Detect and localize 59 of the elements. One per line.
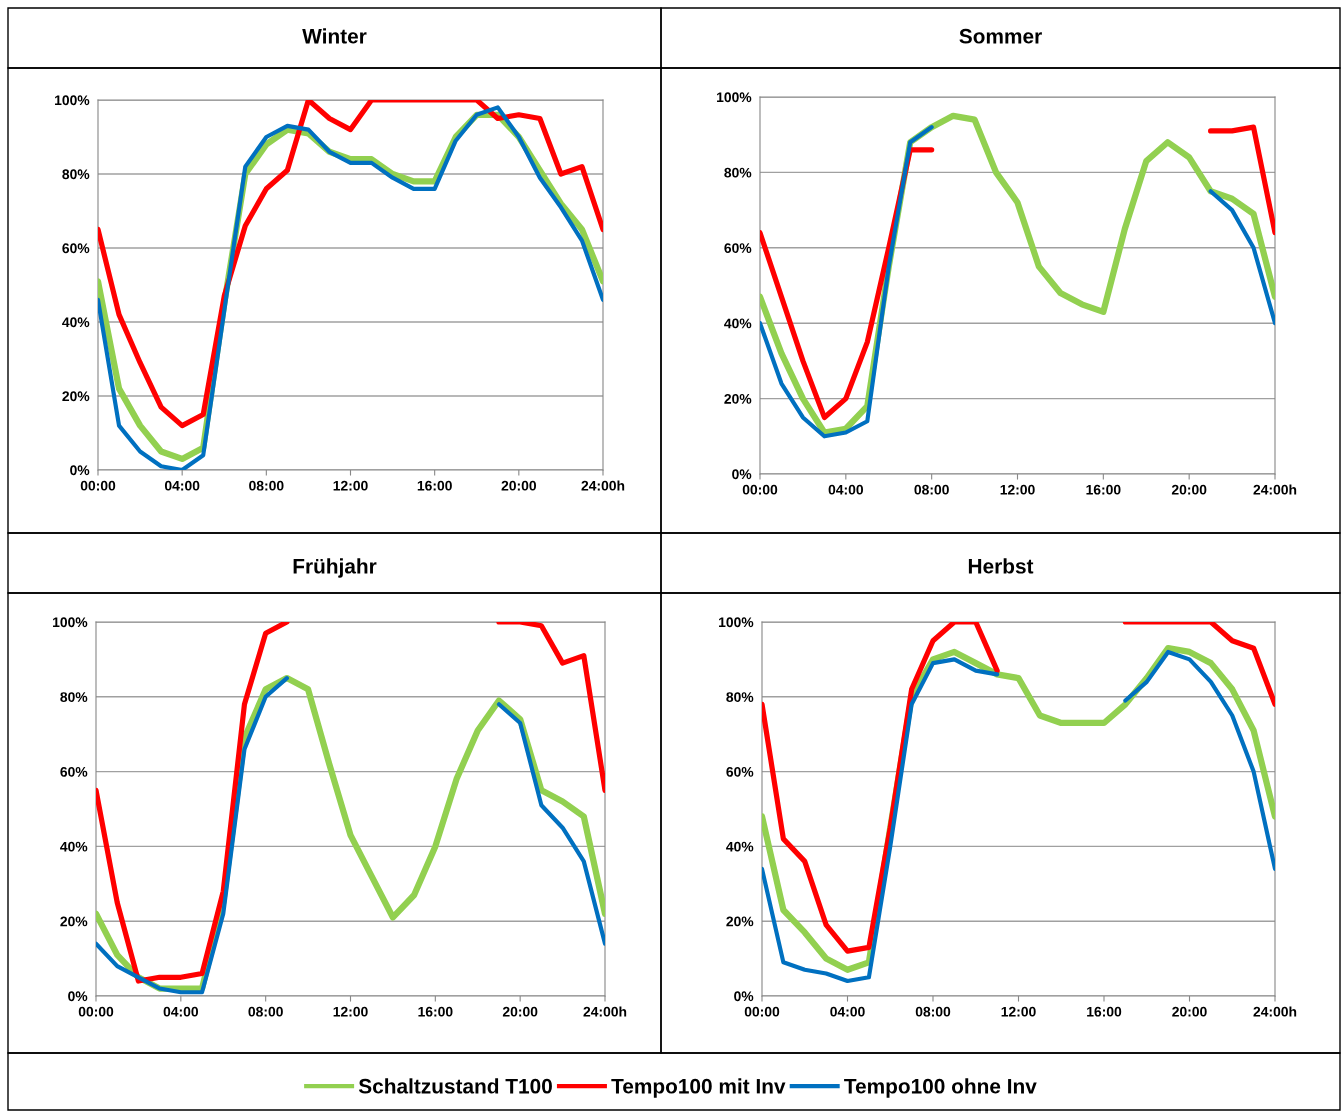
y-tick-label: 100%: [53, 617, 88, 628]
x-tick-label: 20:00: [1172, 1006, 1207, 1017]
legend-label: Tempo100 ohne Inv: [844, 1078, 1037, 1098]
y-tick-label: 80%: [62, 169, 90, 180]
y-tick-label: 40%: [724, 318, 752, 329]
x-tick-label: 24:00h: [1253, 484, 1297, 495]
x-tick-label: 08:00: [914, 484, 949, 495]
y-tick-label: 0%: [68, 991, 88, 1002]
y-tick-label: 60%: [726, 766, 754, 777]
x-tick-label: 04:00: [828, 484, 864, 495]
y-tick-label: 20%: [726, 916, 754, 927]
x-tick-label: 08:00: [249, 480, 284, 491]
chart-title: Sommer: [959, 28, 1042, 44]
y-tick-label: 20%: [724, 393, 752, 404]
y-tick-label: 0%: [732, 469, 752, 480]
x-tick-label: 16:00: [417, 480, 452, 491]
x-tick-label: 04:00: [830, 1006, 865, 1017]
y-tick-label: 80%: [726, 692, 754, 702]
y-tick-label: 60%: [60, 766, 88, 777]
y-tick-label: 0%: [734, 991, 754, 1002]
legend-label: Tempo100 mit Inv: [611, 1078, 786, 1098]
x-tick-label: 20:00: [501, 480, 537, 491]
y-tick-label: 0%: [70, 465, 90, 476]
x-tick-label: 08:00: [915, 1006, 951, 1017]
y-tick-label: 100%: [55, 95, 90, 106]
x-tick-label: 00:00: [78, 1006, 114, 1017]
y-tick-label: 40%: [62, 317, 90, 328]
x-tick-label: 20:00: [502, 1006, 538, 1017]
x-tick-label: 12:00: [1000, 484, 1035, 495]
x-tick-label: 00:00: [80, 480, 116, 491]
x-tick-label: 24:00h: [581, 480, 625, 491]
y-tick-label: 40%: [726, 841, 754, 852]
x-tick-label: 04:00: [163, 1006, 199, 1017]
chart-title: Winter: [302, 28, 367, 44]
x-tick-label: 00:00: [744, 1006, 780, 1017]
x-tick-label: 16:00: [418, 1006, 453, 1017]
x-tick-label: 24:00h: [1253, 1006, 1297, 1017]
chart-title: Herbst: [968, 558, 1034, 574]
y-tick-label: 80%: [724, 167, 752, 178]
x-tick-label: 12:00: [333, 1006, 368, 1017]
x-tick-label: 12:00: [333, 480, 368, 491]
y-tick-label: 20%: [62, 391, 90, 402]
y-tick-label: 100%: [719, 617, 754, 628]
x-tick-label: 08:00: [248, 1006, 283, 1017]
y-tick-label: 60%: [724, 243, 752, 253]
y-tick-label: 60%: [62, 243, 90, 254]
x-tick-label: 16:00: [1087, 1006, 1122, 1017]
y-tick-label: 100%: [717, 92, 752, 103]
y-tick-label: 80%: [60, 692, 88, 702]
x-tick-label: 20:00: [1171, 484, 1207, 495]
legend-label: Schaltzustand T100: [358, 1078, 552, 1094]
x-tick-label: 16:00: [1086, 484, 1121, 495]
y-tick-label: 40%: [60, 841, 88, 852]
y-tick-label: 20%: [60, 916, 88, 927]
x-tick-label: 12:00: [1001, 1006, 1036, 1017]
chart-title: Frühjahr: [293, 558, 377, 578]
x-tick-label: 00:00: [742, 484, 778, 495]
x-tick-label: 24:00h: [583, 1006, 627, 1017]
x-tick-label: 04:00: [164, 480, 200, 491]
